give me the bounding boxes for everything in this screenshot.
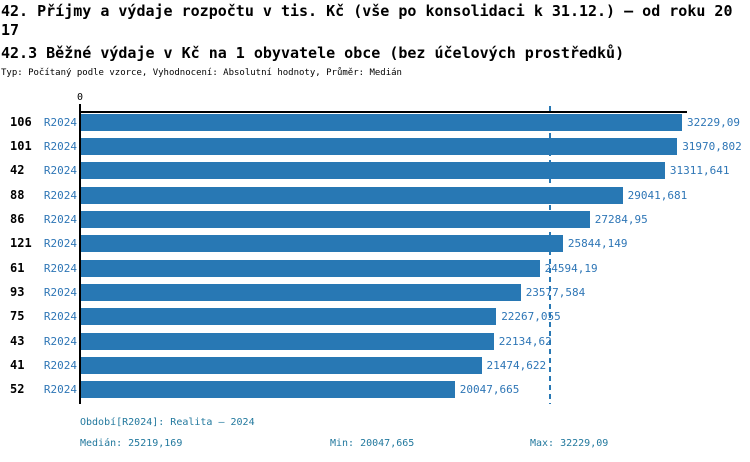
period-link[interactable]: R2024 (43, 286, 77, 299)
chart-row: 106 R2024 32229,09 (0, 113, 750, 131)
chart-row: 75 R2024 22267,055 (0, 308, 750, 326)
period-link[interactable]: R2024 (43, 213, 77, 227)
y-axis-line (79, 111, 81, 404)
period-link[interactable]: R2024 (43, 334, 77, 348)
period-link[interactable]: R2024 (43, 383, 77, 397)
chart-row: 42 R2024 31311,641 (0, 162, 750, 180)
period-link[interactable]: R2024 (43, 188, 77, 202)
chart-row: 43 R2024 22134,62 (0, 332, 750, 350)
bar-value-label: 23577,584 (525, 286, 586, 299)
chart-row: 93 R2024 23577,584 (0, 284, 750, 301)
row-id-label: 88 (10, 187, 25, 202)
row-id-label: 52 (10, 382, 25, 397)
chart-row: 86 R2024 27284,95 (0, 211, 750, 229)
period-link[interactable]: R2024 (43, 359, 77, 372)
bar (81, 357, 482, 374)
max-stat: Max: 32229,09 (530, 438, 609, 449)
row-id-label: 41 (10, 358, 25, 372)
period-legend: Období[R2024]: Realita – 2024 (80, 417, 255, 428)
bar (81, 308, 497, 326)
period-link[interactable]: R2024 (43, 140, 77, 154)
bar (81, 284, 521, 301)
row-id-label: 93 (10, 285, 25, 299)
bar (81, 332, 494, 350)
bar (81, 138, 678, 156)
chart-row: 121 R2024 25844,149 (0, 235, 750, 253)
row-id-label: 75 (10, 309, 25, 324)
bar-value-label: 21474,622 (486, 359, 547, 372)
bar-value-label: 20047,665 (459, 383, 520, 397)
row-id-label: 106 (10, 114, 32, 129)
median-stat: Medián: 25219,169 (80, 438, 183, 449)
period-link[interactable]: R2024 (43, 261, 77, 275)
bar (81, 211, 590, 229)
report-title: 42. Příjmy a výdaje rozpočtu v tis. Kč (… (1, 2, 733, 39)
chart-row: 61 R2024 24594,19 (0, 259, 750, 277)
row-id-label: 121 (10, 236, 32, 251)
bar (81, 235, 563, 253)
row-id-label: 101 (10, 139, 32, 154)
x-axis-line (79, 111, 687, 113)
indicator-subtitle: 42.3 Běžné výdaje v Kč na 1 obyvatele ob… (1, 44, 625, 62)
chart-row: 88 R2024 29041,681 (0, 186, 750, 204)
period-link[interactable]: R2024 (43, 115, 77, 129)
period-link[interactable]: R2024 (43, 164, 77, 178)
bar-value-label: 29041,681 (627, 188, 688, 202)
bar-value-label: 22267,055 (501, 310, 561, 324)
bar (81, 162, 665, 180)
row-id-label: 43 (10, 333, 25, 348)
bar (81, 113, 682, 131)
bar-value-label: 31311,641 (669, 164, 730, 178)
bar-value-label: 25844,149 (567, 237, 628, 251)
chart-row: 101 R2024 31970,802 (0, 138, 750, 156)
chart-row: 41 R2024 21474,622 (0, 357, 750, 374)
bar-value-label: 31970,802 (682, 140, 742, 154)
bar (81, 381, 455, 399)
row-id-label: 42 (10, 163, 25, 178)
row-id-label: 61 (10, 260, 25, 275)
bar-value-label: 27284,95 (594, 213, 648, 227)
bar (81, 186, 623, 204)
indicator-meta: Typ: Počítaný podle vzorce, Vyhodnocení:… (1, 68, 402, 78)
period-link[interactable]: R2024 (43, 310, 77, 324)
bar-value-label: 22134,62 (498, 334, 552, 348)
axis-zero-label: 0 (76, 92, 84, 103)
bar-value-label: 32229,09 (687, 115, 740, 129)
chart-row: 52 R2024 20047,665 (0, 381, 750, 399)
bar-value-label: 24594,19 (544, 261, 598, 275)
axis-zero-tick (79, 104, 81, 112)
median-line (549, 106, 551, 404)
bar (81, 259, 540, 277)
period-link[interactable]: R2024 (43, 237, 77, 251)
row-id-label: 86 (10, 212, 25, 227)
min-stat: Min: 20047,665 (330, 438, 415, 449)
